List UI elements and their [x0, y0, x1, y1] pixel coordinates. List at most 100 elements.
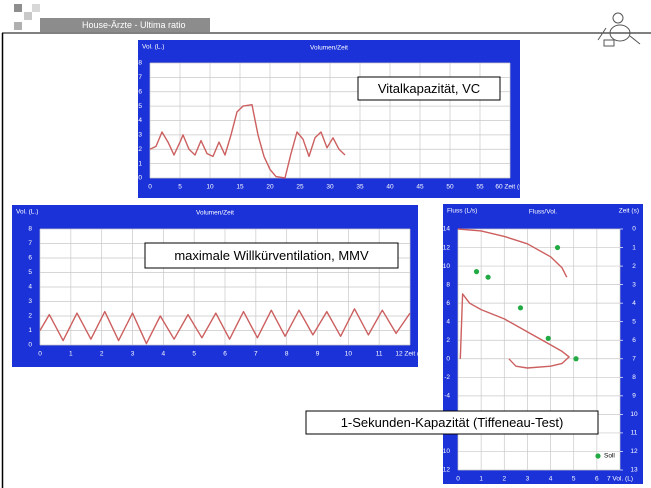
y-axis-label: Fluss (L/s): [447, 208, 477, 215]
y-tick-label: 7: [28, 240, 32, 247]
x-tick-label: 0: [38, 351, 42, 358]
x-tick-label: 5: [178, 184, 182, 191]
x-tick-label: 10: [206, 184, 214, 191]
scatter-point: [485, 274, 491, 280]
y2-tick-label: 13: [630, 467, 638, 474]
x-tick-label: 8: [285, 351, 289, 358]
y-axis-label: Vol. (L.): [142, 44, 164, 51]
y-tick-label: 10: [443, 263, 451, 270]
y-tick-label: 0: [138, 175, 142, 182]
annotation-box: [305, 410, 599, 435]
y-tick-label: 1: [28, 327, 32, 334]
x-tick-label: 50: [446, 184, 454, 191]
chart-title: Volumen/Zeit: [310, 45, 348, 52]
x-tick-label: 3: [526, 476, 530, 483]
annotation-box: [357, 76, 501, 101]
annotation-box: [144, 242, 399, 269]
slide-title: House-Ärzte - Ultima ratio: [82, 20, 186, 30]
scatter-point: [545, 335, 551, 341]
decor: [14, 4, 22, 12]
y2-tick-label: 11: [631, 430, 638, 437]
x-tick-label: 55: [476, 184, 484, 191]
y-tick-label: 4: [28, 284, 32, 291]
x-tick-label: 5: [572, 476, 576, 483]
x-tick-label: 6: [223, 351, 227, 358]
legend-label: Soll: [604, 453, 615, 460]
y2-tick-label: 1: [632, 244, 636, 251]
charts: 0 5 10 15 20 25 30 35 40 45 50 55 60 Zeit (s)0123456…: [12, 40, 643, 484]
decor: [14, 22, 22, 30]
annotation: maximale Willkürventilation, MMV: [174, 248, 369, 263]
y2-tick-label: 5: [632, 318, 636, 325]
title-bar: [40, 18, 210, 32]
x-tick-label: 4: [162, 351, 166, 358]
decor: [32, 4, 40, 12]
x-tick-label: 0: [148, 184, 152, 191]
y-tick-label: 2: [446, 337, 450, 344]
annotation: 1-Sekunden-Kapazität (Tiffeneau-Test): [341, 415, 564, 430]
x-tick-label: 7 Vol. (L): [607, 476, 633, 483]
clipart: [597, 12, 641, 47]
data-line: [457, 228, 568, 278]
y-tick-label: 3: [138, 132, 142, 139]
x-tick-label: 45: [416, 184, 424, 191]
y-tick-label: 2: [28, 313, 32, 320]
data-line: [149, 104, 346, 179]
y2-tick-label: 12: [630, 448, 638, 455]
x-tick-label: 2: [100, 351, 104, 358]
y2-tick-label: 9: [632, 393, 636, 400]
y2-tick-label: 6: [632, 337, 636, 344]
x-tick-label: 0: [456, 476, 460, 483]
y2-tick-label: 2: [632, 263, 636, 270]
y-tick-label: 5: [138, 103, 142, 110]
y-tick-label: 8: [446, 281, 450, 288]
y-tick-label: 8: [28, 226, 32, 233]
y-tick-label: 6: [446, 300, 450, 307]
scatter-point: [573, 356, 579, 362]
y-axis-label: Vol. (L.): [16, 209, 38, 216]
x-tick-label: 4: [549, 476, 553, 483]
x-tick-label: 10: [345, 351, 353, 358]
y-tick-label: 0: [28, 342, 32, 349]
scatter-point: [517, 305, 524, 311]
y2-tick-label: 4: [632, 300, 636, 307]
x-tick-label: 5: [192, 351, 196, 358]
x-tick-label: 6: [595, 476, 599, 483]
legend-swatch: [595, 453, 601, 459]
x-tick-label: 35: [356, 184, 364, 191]
x-tick-label: 7: [254, 351, 258, 358]
data-line: [459, 293, 570, 369]
x-tick-label: 1: [479, 476, 483, 483]
x-tick-label: 12 Zeit (s): [395, 351, 424, 358]
y-tick-label: 7: [138, 74, 142, 81]
y-tick-label: 6: [28, 255, 32, 262]
x-tick-label: 11: [376, 351, 383, 358]
y-tick-label: 12: [443, 244, 451, 251]
x-tick-label: 20: [266, 184, 274, 191]
x-tick-label: 30: [326, 184, 334, 191]
y-tick-label: 5: [28, 269, 32, 276]
y-tick-label: -10: [441, 448, 451, 455]
data-line: [39, 308, 411, 345]
y-tick-label: -4: [444, 393, 450, 400]
decor: [24, 12, 32, 20]
y2-tick-label: 3: [632, 281, 636, 288]
y-tick-label: 8: [138, 60, 142, 67]
y-tick-label: 14: [443, 226, 451, 233]
chart-title: Fluss/Vol.: [529, 209, 557, 216]
x-tick-label: 40: [386, 184, 394, 191]
y-tick-label: 4: [138, 117, 142, 124]
y2-tick-label: 10: [630, 411, 638, 418]
y-tick-label: 2: [138, 146, 142, 153]
x-tick-label: 25: [296, 184, 304, 191]
y-tick-label: 3: [28, 298, 32, 305]
x-tick-label: 3: [131, 351, 135, 358]
y-tick-label: 4: [446, 318, 450, 325]
y-tick-label: 6: [138, 88, 142, 95]
y-tick-label: 0: [446, 355, 450, 362]
x-tick-label: 15: [236, 184, 244, 191]
scatter-point: [554, 244, 561, 251]
annotation: Vitalkapazität, VC: [378, 81, 480, 96]
y2-axis-label: Zeit (s): [619, 208, 639, 215]
